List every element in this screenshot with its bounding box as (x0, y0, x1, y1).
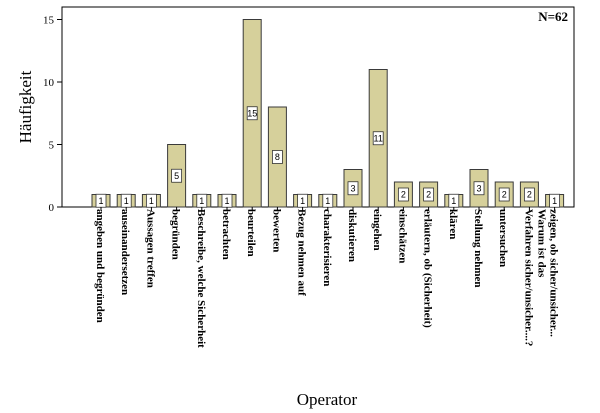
data-label-box (423, 187, 435, 202)
data-label: 3 (476, 183, 481, 193)
x-category-label: eingehen (371, 209, 383, 251)
x-category-label: angeben und begründen (94, 209, 106, 323)
data-label: 1 (300, 196, 305, 206)
x-category-label: begründen (170, 209, 182, 260)
data-label: 5 (174, 171, 179, 181)
data-label: 15 (247, 108, 257, 118)
x-category-label: beurteilen (245, 209, 257, 257)
data-label: 1 (124, 196, 129, 206)
x-category-label: untersuchen (497, 209, 509, 267)
x-category-label: erläutern, ob (Sicherheit) (422, 209, 434, 328)
plot-area (61, 6, 575, 208)
y-tick-label: 10 (43, 77, 55, 89)
data-label: 3 (350, 183, 355, 193)
x-category-label: Warum ist das (535, 209, 547, 278)
x-category-label: Aussagen treffen (144, 209, 156, 288)
x-category-label: Bezug nehmen auf (296, 209, 308, 296)
x-category-label: Verfahren sicher/unsicher....? (522, 209, 534, 346)
data-label: 2 (401, 190, 406, 200)
data-label: 1 (325, 196, 330, 206)
data-label: 2 (527, 190, 532, 200)
x-category-label: Beschreibe, welche Sicherheit (195, 209, 207, 348)
y-tick-label: 15 (43, 15, 55, 27)
y-tick-label: 0 (49, 202, 55, 214)
data-label: 1 (98, 196, 103, 206)
x-category-label: bewerten (270, 209, 282, 252)
x-category-label: auseinandersetzen (119, 209, 131, 295)
data-label: 2 (426, 190, 431, 200)
x-category-label: Stellung nehmen (472, 209, 484, 288)
data-label-box (524, 187, 535, 202)
data-label: 11 (374, 133, 383, 143)
data-label-box (473, 181, 485, 196)
y-axis: 0 5 10 15 (43, 15, 62, 214)
data-label-box (271, 150, 283, 164)
x-category-labels: angeben und begründen auseinandersetzen Au… (94, 207, 560, 348)
data-label: 1 (552, 196, 557, 206)
data-label-box (397, 187, 409, 202)
x-category-label: klären (447, 209, 459, 239)
x-category-label: diskutieren (346, 209, 358, 262)
data-label-box (498, 187, 510, 202)
data-label-box (171, 168, 183, 183)
data-label: 1 (451, 196, 456, 206)
y-tick-label: 5 (49, 140, 55, 152)
x-category-label: zeigen, ob sicher/unsicher... (548, 209, 560, 337)
data-label: 8 (275, 152, 280, 162)
data-label: 1 (149, 196, 154, 206)
data-label: 1 (199, 196, 204, 206)
data-label-box (372, 131, 384, 146)
x-axis-title: Operator (297, 390, 358, 409)
x-category-label: betrachten (220, 209, 232, 260)
x-category-label: einschätzen (396, 209, 408, 263)
data-label: 1 (224, 196, 229, 206)
data-label-box (246, 106, 258, 121)
n-annotation: N=62 (538, 9, 568, 24)
x-category-label: charakterisieren (321, 209, 333, 286)
y-axis-title: Häufigkeit (16, 70, 35, 143)
data-label: 2 (502, 190, 507, 200)
data-label-box (347, 181, 359, 196)
